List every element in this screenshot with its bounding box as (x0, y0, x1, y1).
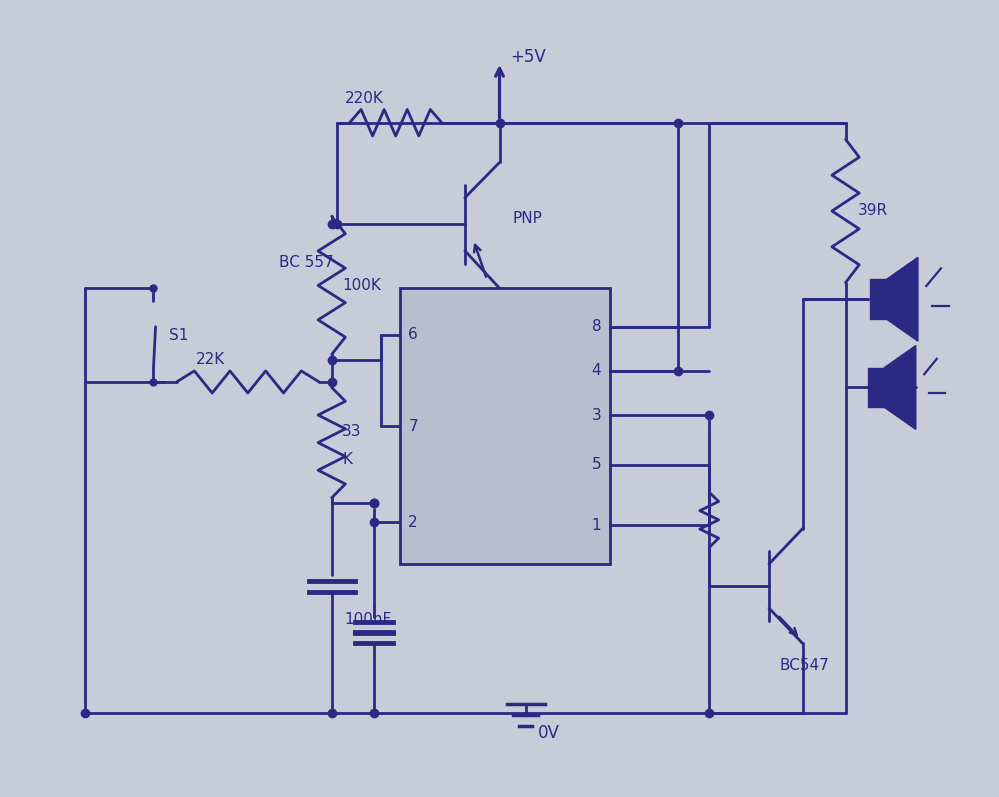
Polygon shape (886, 257, 918, 341)
Text: K: K (343, 452, 353, 467)
Text: 220K: 220K (346, 91, 385, 106)
Text: 22K: 22K (196, 352, 225, 367)
Text: 7: 7 (409, 418, 418, 434)
Text: PNP: PNP (512, 211, 542, 226)
Text: 3: 3 (591, 407, 601, 422)
Bar (400, 289, 609, 564)
Text: +5V: +5V (509, 48, 545, 65)
Text: 0V: 0V (538, 724, 560, 742)
Text: 100K: 100K (343, 278, 381, 293)
Text: 33: 33 (343, 424, 362, 439)
Text: BC547: BC547 (779, 658, 829, 673)
Text: 39R: 39R (858, 203, 888, 218)
Text: 5: 5 (591, 457, 601, 472)
Polygon shape (884, 346, 916, 430)
Bar (867, 367, 884, 407)
Text: 2: 2 (409, 515, 418, 529)
Bar (870, 280, 886, 319)
Text: S1: S1 (169, 328, 189, 343)
Text: 1: 1 (591, 518, 601, 533)
Text: BC 557: BC 557 (280, 255, 334, 270)
Text: 4: 4 (591, 363, 601, 379)
Text: 8: 8 (591, 320, 601, 334)
Text: 100nF: 100nF (345, 611, 392, 626)
Text: 6: 6 (409, 327, 418, 342)
